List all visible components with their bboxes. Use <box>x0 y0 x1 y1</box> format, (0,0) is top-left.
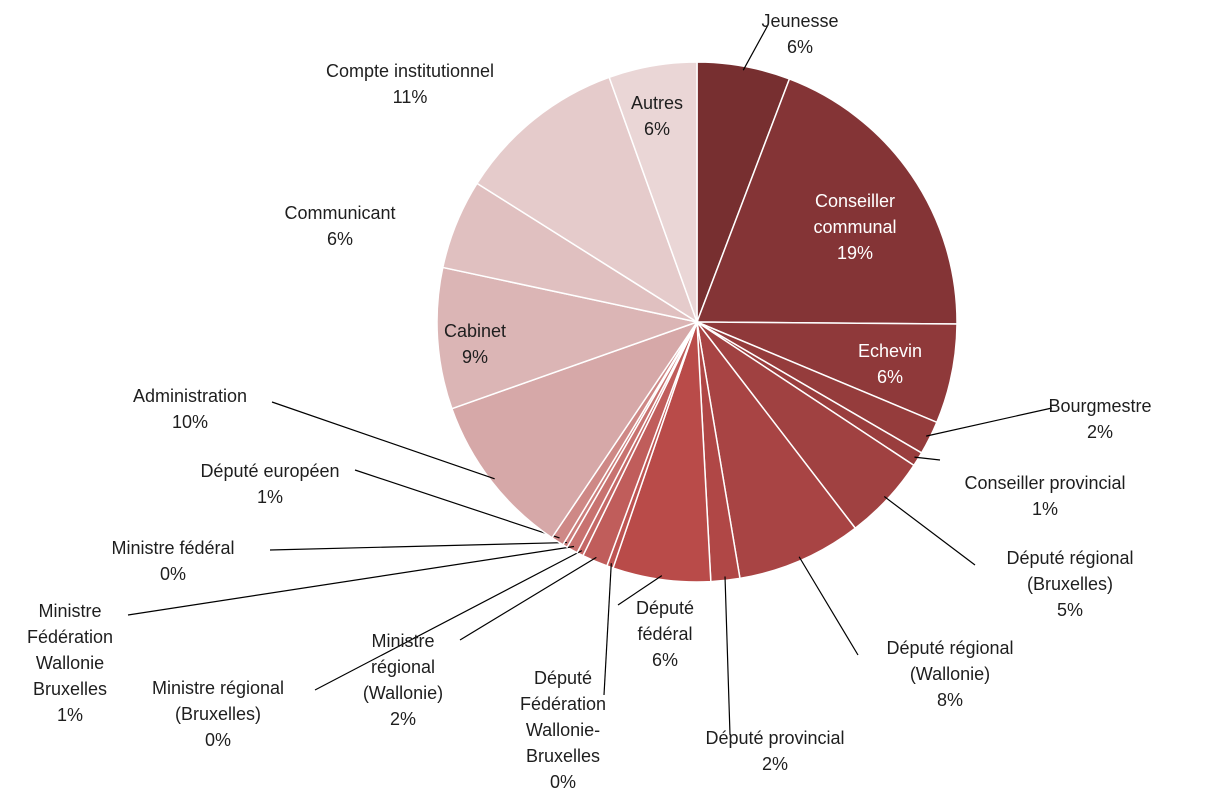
category-label: Jeunesse <box>761 11 839 31</box>
value-label: 1% <box>1031 499 1058 519</box>
category-label: Ministre régional (Bruxelles) <box>151 678 285 724</box>
category-label: Député régional (Bruxelles) <box>1006 548 1134 594</box>
value-label: 2% <box>389 709 416 729</box>
slice-label: Compte institutionnel 11% <box>280 58 540 110</box>
slice-label: Cabinet 9% <box>425 318 525 370</box>
pie-slice <box>450 320 699 539</box>
leader-line <box>742 24 769 71</box>
category-label: Conseiller communal <box>813 191 897 237</box>
value-label: 2% <box>1086 422 1113 442</box>
category-label: Député régional (Wallonie) <box>886 638 1014 684</box>
leader-line <box>459 556 597 641</box>
slice-label: Député européen 1% <box>170 458 370 510</box>
slice-label: Député Fédération Wallonie-Bruxelles 0% <box>508 665 618 795</box>
leader-line <box>127 545 575 616</box>
slice-label: Conseiller provincial 1% <box>925 470 1165 522</box>
slice-label: Jeunesse 6% <box>740 8 860 60</box>
value-label: 6% <box>651 650 678 670</box>
value-label: 0% <box>159 564 186 584</box>
slice-label: Ministre Fédération Wallonie Bruxelles 1% <box>15 598 125 728</box>
slice-label: Autres 6% <box>612 90 702 142</box>
value-label: 19% <box>836 243 874 263</box>
category-label: Autres <box>630 93 684 113</box>
leader-line <box>914 456 941 461</box>
leader-line <box>798 556 859 656</box>
category-label: Communicant <box>284 203 396 223</box>
category-label: Compte institutionnel <box>325 61 495 81</box>
slice-label: Député régional (Wallonie) 8% <box>850 635 1050 713</box>
pie-slice <box>475 76 699 324</box>
category-label: Conseiller provincial <box>964 473 1126 493</box>
value-label: 8% <box>936 690 963 710</box>
slice-label: Bourgmestre 2% <box>1040 393 1160 445</box>
category-label: Député Fédération Wallonie-Bruxelles <box>519 668 607 766</box>
slice-label: Ministre régional (Bruxelles) 0% <box>118 675 318 753</box>
slice-label: Administration 10% <box>100 383 280 435</box>
slice-label: Député fédéral 6% <box>620 595 710 673</box>
value-label: 5% <box>1056 600 1083 620</box>
value-label: 6% <box>876 367 903 387</box>
value-label: 1% <box>256 487 283 507</box>
category-label: Ministre Fédération Wallonie Bruxelles <box>26 601 114 699</box>
category-label: Député européen <box>200 461 340 481</box>
category-label: Ministre régional (Wallonie) <box>362 631 444 703</box>
leader-line <box>883 496 976 566</box>
slice-label: Député provincial 2% <box>665 725 885 777</box>
category-label: Député provincial <box>705 728 845 748</box>
leader-line <box>603 563 612 696</box>
value-label: 6% <box>326 229 353 249</box>
category-label: Administration <box>132 386 248 406</box>
value-label: 1% <box>56 705 83 725</box>
slice-label: Ministre régional (Wallonie) 2% <box>341 628 466 732</box>
slice-label: Ministre fédéral 0% <box>73 535 273 587</box>
value-label: 9% <box>461 347 488 367</box>
slice-label: Conseiller communal 19% <box>780 188 930 266</box>
leader-line <box>269 541 568 551</box>
leader-line <box>314 550 583 691</box>
value-label: 6% <box>643 119 670 139</box>
slice-label: Député régional (Bruxelles) 5% <box>980 545 1160 623</box>
category-label: Ministre fédéral <box>111 538 235 558</box>
value-label: 2% <box>761 754 788 774</box>
slice-label: Communicant 6% <box>255 200 425 252</box>
category-label: Cabinet <box>443 321 507 341</box>
category-label: Député fédéral <box>635 598 695 644</box>
leader-line <box>354 469 560 539</box>
category-label: Echevin <box>857 341 923 361</box>
value-label: 0% <box>204 730 231 750</box>
value-label: 10% <box>171 412 209 432</box>
value-label: 6% <box>786 37 813 57</box>
slice-label: Echevin 6% <box>840 338 940 390</box>
value-label: 0% <box>549 772 576 792</box>
leader-line <box>271 401 495 480</box>
pie-slice <box>436 266 700 410</box>
pie-slice <box>695 78 958 325</box>
pie-slice <box>608 61 698 323</box>
value-label: 11% <box>392 87 428 107</box>
leader-line <box>926 407 1053 437</box>
category-label: Bourgmestre <box>1048 396 1152 416</box>
leader-line <box>724 576 731 736</box>
leader-line <box>617 575 663 606</box>
